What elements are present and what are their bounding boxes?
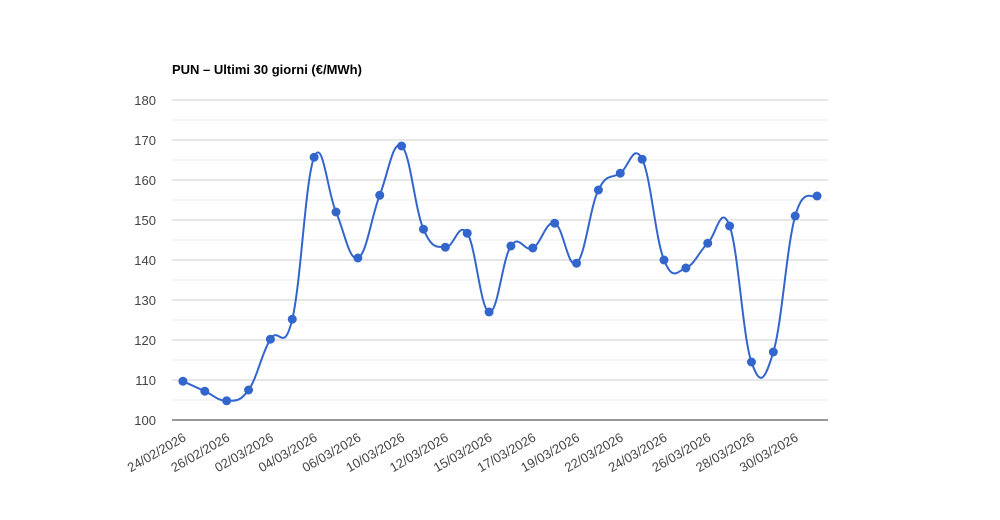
point xyxy=(593,185,603,195)
point xyxy=(375,190,385,200)
line xyxy=(182,144,818,402)
point xyxy=(812,191,822,201)
y-tick-label: 140 xyxy=(134,253,156,268)
y-tick-label: 150 xyxy=(134,213,156,228)
point xyxy=(681,263,691,273)
point xyxy=(244,385,254,395)
point xyxy=(550,218,560,228)
y-tick-label: 100 xyxy=(134,413,156,428)
point xyxy=(637,154,647,164)
point xyxy=(572,258,582,268)
y-tick-label: 130 xyxy=(134,293,156,308)
point xyxy=(462,228,472,238)
y-tick-label: 170 xyxy=(134,133,156,148)
point xyxy=(353,253,363,263)
point xyxy=(200,386,210,396)
point xyxy=(287,314,297,324)
y-tick-label: 180 xyxy=(134,93,156,108)
point xyxy=(703,238,713,248)
chart-title: PUN – Ultimi 30 giorni (€/MWh) xyxy=(172,62,362,77)
point xyxy=(397,141,407,151)
point xyxy=(418,224,428,234)
y-tick-label: 160 xyxy=(134,173,156,188)
point xyxy=(746,357,756,367)
point xyxy=(506,241,516,251)
point xyxy=(615,168,625,178)
point xyxy=(528,243,538,253)
y-tick-label: 120 xyxy=(134,333,156,348)
point xyxy=(484,307,494,317)
point xyxy=(440,242,450,252)
point xyxy=(725,221,735,231)
point xyxy=(790,211,800,221)
point xyxy=(331,207,341,217)
y-tick-label: 110 xyxy=(135,373,156,388)
point xyxy=(178,376,188,386)
point xyxy=(768,347,778,357)
point xyxy=(309,152,319,162)
point xyxy=(265,334,275,344)
point xyxy=(659,255,669,265)
point xyxy=(222,396,232,406)
